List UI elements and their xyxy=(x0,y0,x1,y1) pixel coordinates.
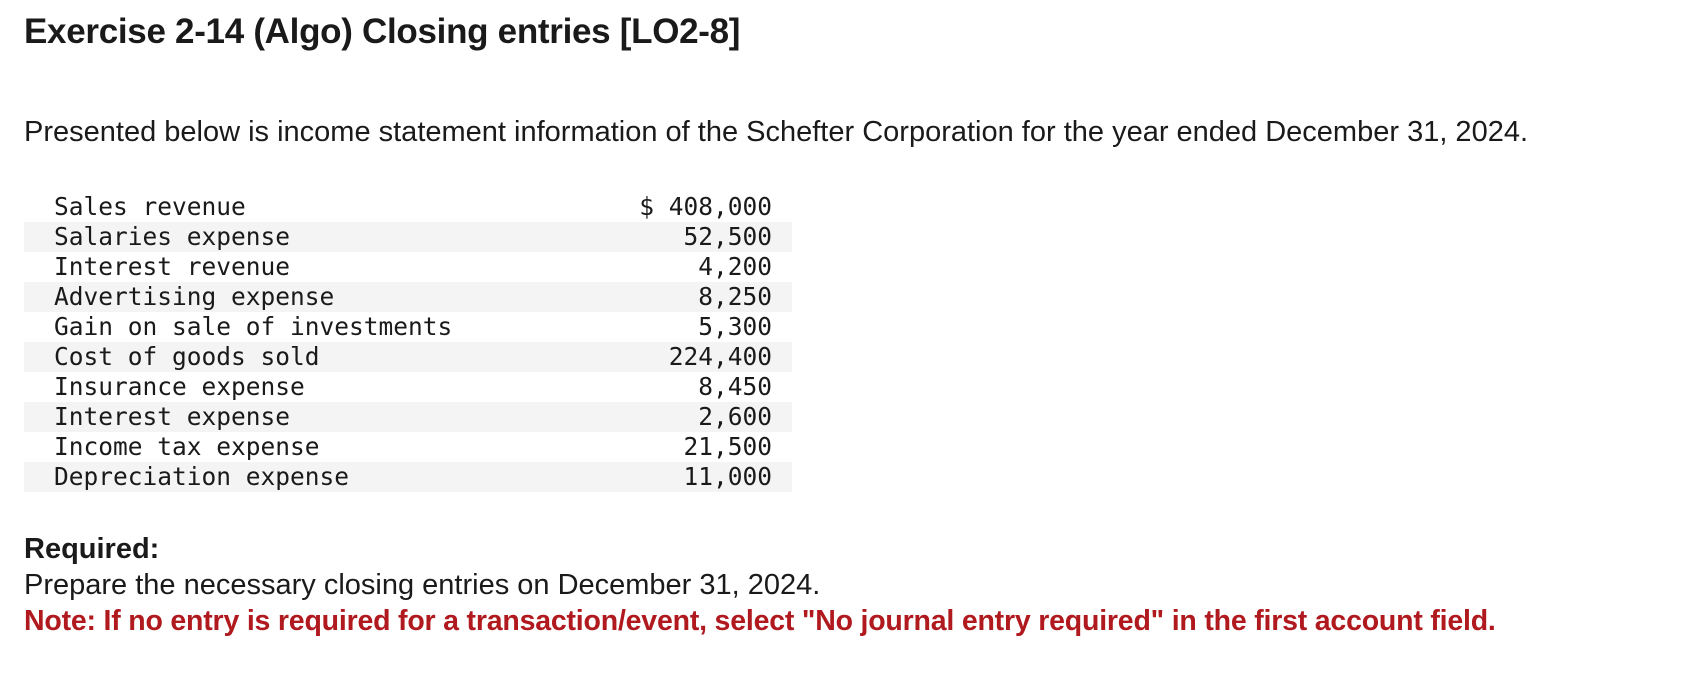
income-statement-table: Sales revenue $ 408,000 Salaries expense… xyxy=(24,192,792,492)
account-label: Interest revenue xyxy=(54,252,291,281)
table-row: Advertising expense 8,250 xyxy=(24,282,792,312)
table-row: Cost of goods sold 224,400 xyxy=(24,342,792,372)
table-row: Interest expense 2,600 xyxy=(24,402,792,432)
table-row: Salaries expense 52,500 xyxy=(24,222,792,252)
account-amount: 11,000 xyxy=(683,462,772,491)
account-amount: 8,450 xyxy=(698,372,772,401)
note-text: Note: If no entry is required for a tran… xyxy=(24,605,1496,637)
account-amount: $ 408,000 xyxy=(639,192,772,221)
table-row: Gain on sale of investments 5,300 xyxy=(24,312,792,342)
table-row: Interest revenue 4,200 xyxy=(24,252,792,282)
account-label: Sales revenue xyxy=(54,192,246,221)
account-amount: 52,500 xyxy=(683,222,772,251)
table-row: Depreciation expense 11,000 xyxy=(24,462,792,492)
account-amount: 224,400 xyxy=(668,342,772,371)
intro-text: Presented below is income statement info… xyxy=(24,116,1529,148)
account-amount: 21,500 xyxy=(683,432,772,461)
account-label: Depreciation expense xyxy=(54,462,350,491)
required-instructions: Prepare the necessary closing entries on… xyxy=(24,569,821,601)
account-label: Cost of goods sold xyxy=(54,342,320,371)
account-label: Interest expense xyxy=(54,402,291,431)
account-amount: 8,250 xyxy=(698,282,772,311)
account-amount: 4,200 xyxy=(698,252,772,281)
account-label: Salaries expense xyxy=(54,222,291,251)
account-label: Gain on sale of investments xyxy=(54,312,453,341)
account-label: Insurance expense xyxy=(54,372,305,401)
table-row: Income tax expense 21,500 xyxy=(24,432,792,462)
account-label: Income tax expense xyxy=(54,432,320,461)
account-label: Advertising expense xyxy=(54,282,335,311)
table-row: Sales revenue $ 408,000 xyxy=(24,192,792,222)
account-amount: 2,600 xyxy=(698,402,772,431)
table-row: Insurance expense 8,450 xyxy=(24,372,792,402)
account-amount: 5,300 xyxy=(698,312,772,341)
required-heading: Required: xyxy=(24,533,160,565)
exercise-title: Exercise 2-14 (Algo) Closing entries [LO… xyxy=(24,12,741,51)
